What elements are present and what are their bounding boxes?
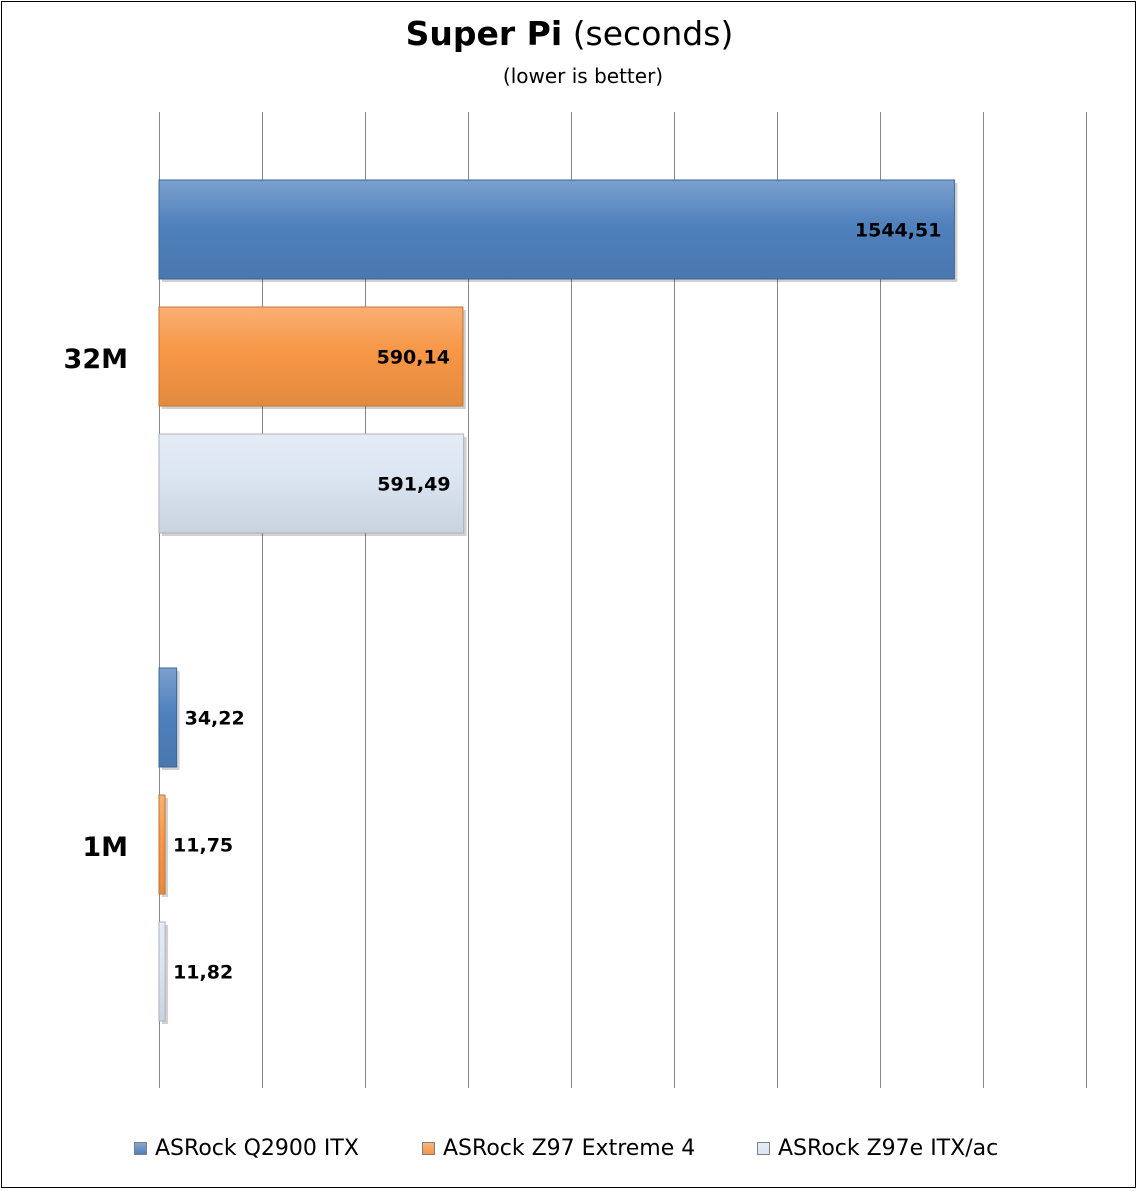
chart-subtitle: (lower is better) (502, 64, 664, 88)
legend-item: ASRock Q2900 ITX (134, 1136, 359, 1161)
bar-value-label: 34,22 (185, 708, 245, 730)
category-label: 32M (64, 344, 128, 375)
legend-label: ASRock Z97e ITX/ac (778, 1136, 999, 1161)
chart-title: Super Pi (seconds) (0, 14, 1139, 53)
category-labels: 32M 1M (64, 344, 128, 863)
bar (158, 794, 166, 895)
value-labels: 1544,51 590,14 591,49 34,22 11,75 11,82 (173, 220, 941, 984)
legend: ASRock Q2900 ITX ASRock Z97 Extreme 4 ASRo… (0, 1136, 1139, 1170)
legend-swatch (422, 1142, 435, 1155)
legend-label: ASRock Z97 Extreme 4 (443, 1136, 696, 1161)
bar (158, 433, 465, 534)
legend-item: ASRock Z97e ITX/ac (757, 1136, 998, 1161)
bar (158, 667, 178, 768)
legend-label: ASRock Q2900 ITX (155, 1136, 359, 1161)
legend-item: ASRock Z97 Extreme 4 (422, 1136, 695, 1161)
bars (158, 179, 958, 1024)
bar-value-label: 1544,51 (855, 220, 942, 242)
bar (158, 179, 955, 280)
bar-value-label: 11,82 (173, 962, 233, 984)
category-label: 1M (82, 832, 128, 863)
chart-title-main: Super Pi (405, 14, 563, 53)
legend-swatch (757, 1142, 770, 1155)
bar-value-label: 590,14 (377, 347, 450, 369)
bar-value-label: 11,75 (173, 835, 233, 857)
bar-value-label: 591,49 (377, 474, 450, 496)
bar-chart: 1544,51 590,14 591,49 34,22 11,75 11,82 32M 1M (64, 112, 1087, 1088)
bar (158, 921, 166, 1022)
bar (158, 306, 464, 407)
legend-swatch (134, 1142, 147, 1155)
chart-title-unit: (seconds) (572, 14, 734, 53)
